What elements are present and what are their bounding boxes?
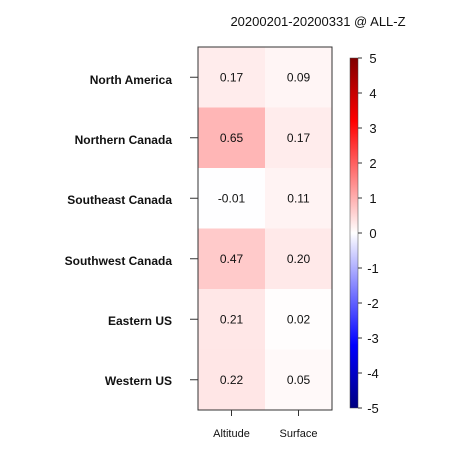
column-label-altitude: Altitude xyxy=(213,428,250,440)
colorbar-tick-label: 1 xyxy=(369,191,376,206)
colorbar-tick-label: -3 xyxy=(367,331,379,346)
cell-western-us-surface-label: 0.05 xyxy=(287,373,311,387)
cell-eastern-us-altitude-label: 0.21 xyxy=(220,312,244,326)
cell-north-america-altitude xyxy=(198,47,265,108)
row-label-eastern-us: Eastern US xyxy=(107,314,172,328)
cell-southeast-canada-altitude xyxy=(198,168,265,229)
cell-western-us-surface xyxy=(265,349,332,410)
cell-southwest-canada-surface-label: 0.20 xyxy=(287,252,311,266)
cell-southwest-canada-altitude-label: 0.47 xyxy=(220,252,244,266)
cell-northern-canada-altitude xyxy=(198,107,265,168)
colorbar-tick-label: 0 xyxy=(369,226,376,241)
chart-title: 20200201-20200331 @ ALL-Z xyxy=(230,14,406,29)
cell-northern-canada-altitude-label: 0.65 xyxy=(220,131,244,145)
column-label-surface: Surface xyxy=(280,428,318,440)
colorbar-tick-label: 5 xyxy=(369,51,376,66)
row-label-southwest-canada: Southwest Canada xyxy=(64,254,172,268)
cell-north-america-surface-label: 0.09 xyxy=(287,70,311,84)
cell-northern-canada-surface xyxy=(265,107,332,168)
plot-frame xyxy=(197,46,333,411)
colorbar-tick-label: 2 xyxy=(369,156,376,171)
cell-western-us-altitude-label: 0.22 xyxy=(220,373,244,387)
row-label-western-us: Western US xyxy=(104,374,172,388)
cell-southwest-canada-altitude xyxy=(198,228,265,289)
cell-northern-canada-surface-label: 0.17 xyxy=(287,131,311,145)
colorbar xyxy=(349,57,359,409)
cell-eastern-us-altitude xyxy=(198,289,265,350)
cell-southeast-canada-surface-label: 0.11 xyxy=(287,191,310,205)
colorbar-tick-label: -4 xyxy=(367,366,379,381)
cell-southwest-canada-surface xyxy=(265,228,332,289)
cell-north-america-altitude-label: 0.17 xyxy=(220,70,244,84)
row-label-north-america: North America xyxy=(89,73,172,87)
row-label-northern-canada: Northern Canada xyxy=(74,133,172,147)
cell-eastern-us-surface-label: 0.02 xyxy=(287,312,311,326)
cell-southeast-canada-surface xyxy=(265,168,332,229)
cell-north-america-surface xyxy=(265,47,332,108)
colorbar-tick-label: 4 xyxy=(369,86,376,101)
cell-eastern-us-surface xyxy=(265,289,332,350)
cell-southeast-canada-altitude-label: -0.01 xyxy=(218,191,246,205)
cell-western-us-altitude xyxy=(198,349,265,410)
colorbar-tick-label: -2 xyxy=(367,296,379,311)
colorbar-tick-label: 3 xyxy=(369,121,376,136)
colorbar-tick-label: -5 xyxy=(367,401,379,416)
row-label-southeast-canada: Southeast Canada xyxy=(67,193,172,207)
colorbar-tick-label: -1 xyxy=(367,261,379,276)
